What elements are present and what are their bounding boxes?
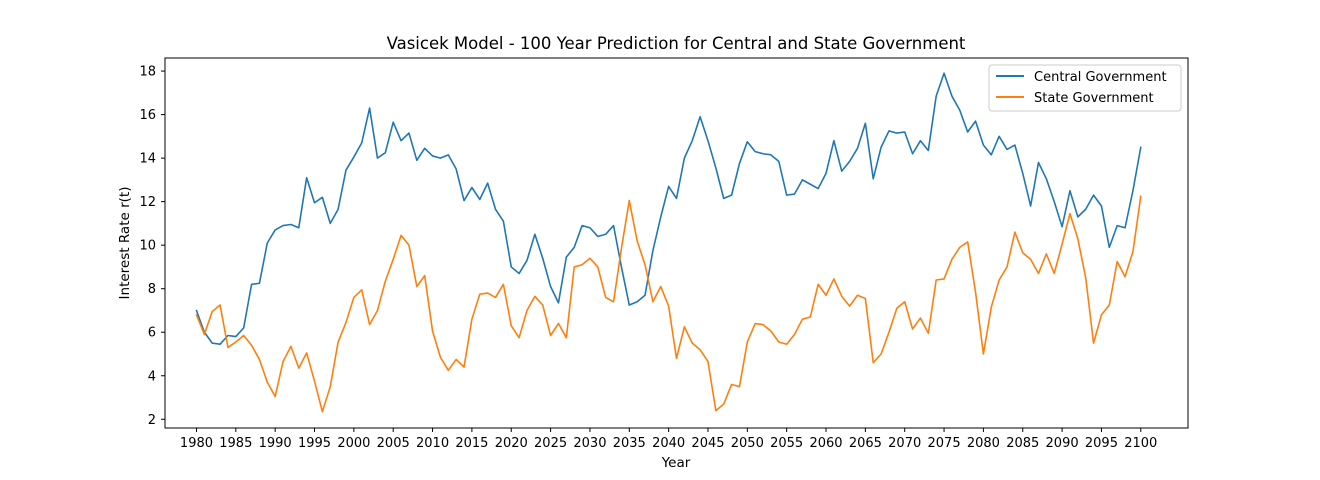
x-tick-label: 2005	[377, 436, 410, 451]
x-tick-label: 1980	[180, 436, 213, 451]
x-tick-label: 2095	[1085, 436, 1118, 451]
y-tick-label: 12	[139, 195, 156, 210]
series-line-state	[195, 195, 1142, 413]
y-axis: 2 4 6 8 10 12 14 16 18	[139, 65, 165, 428]
y-tick-label: 2	[148, 413, 156, 428]
x-tick-label: 2065	[849, 436, 882, 451]
y-tick-label: 8	[148, 282, 156, 297]
x-tick-label: 2010	[416, 436, 449, 451]
x-tick-label: 2050	[731, 436, 764, 451]
x-tick-label: 2000	[337, 436, 370, 451]
legend-box	[988, 64, 1182, 112]
series-layer	[195, 72, 1142, 413]
x-tick-label: 2035	[613, 436, 646, 451]
x-tick-label: 2030	[573, 436, 606, 451]
x-tick-label: 2045	[691, 436, 724, 451]
x-tick-label: 2080	[967, 436, 1000, 451]
x-tick-label: 2060	[809, 436, 842, 451]
plot-frame	[164, 57, 1189, 429]
x-tick-label: 2090	[1046, 436, 1079, 451]
y-axis-label: Interest Rate r(t)	[117, 187, 133, 300]
y-tick-label: 10	[139, 239, 156, 254]
y-tick-label: 6	[148, 326, 156, 341]
x-tick-label: 2100	[1124, 436, 1157, 451]
x-tick-label: 1995	[298, 436, 331, 451]
y-tick-label: 16	[139, 108, 156, 123]
x-axis: 1980 1985 1990 1995 2000 2005 2010 2015 2020 2025…	[180, 428, 1157, 451]
legend-label-state: State Government	[1034, 91, 1154, 106]
x-axis-label: Year	[661, 455, 691, 471]
y-tick-label: 4	[148, 369, 156, 384]
x-tick-label: 2015	[455, 436, 488, 451]
x-tick-label: 2040	[652, 436, 685, 451]
x-tick-label: 2020	[495, 436, 528, 451]
legend: Central Government State Government	[988, 64, 1182, 112]
legend-label-central: Central Government	[1034, 70, 1167, 85]
x-tick-label: 2075	[928, 436, 961, 451]
x-tick-label: 2055	[770, 436, 803, 451]
x-tick-label: 1990	[259, 436, 292, 451]
x-tick-label: 2070	[888, 436, 921, 451]
y-tick-label: 14	[139, 152, 156, 167]
series-line-central	[195, 72, 1142, 346]
x-tick-label: 2085	[1006, 436, 1039, 451]
y-tick-label: 18	[139, 65, 156, 80]
x-tick-label: 2025	[534, 436, 567, 451]
x-tick-label: 1985	[219, 436, 252, 451]
chart-title: Vasicek Model - 100 Year Prediction for …	[387, 34, 966, 53]
